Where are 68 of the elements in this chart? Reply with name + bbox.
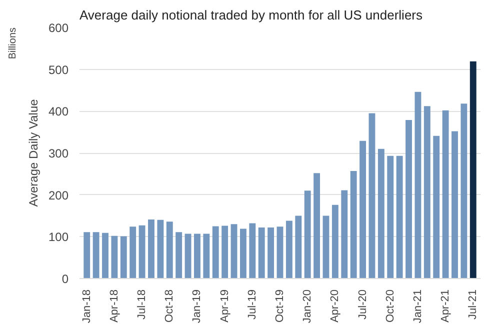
y-tick-label: 600 bbox=[48, 21, 69, 35]
bar bbox=[148, 220, 154, 278]
x-tick-label: Apr-19 bbox=[218, 289, 231, 323]
bar bbox=[286, 220, 292, 278]
bar bbox=[387, 156, 394, 278]
y-tick-label: 300 bbox=[48, 146, 69, 160]
bar bbox=[350, 170, 357, 278]
bar bbox=[276, 226, 284, 278]
bar bbox=[203, 234, 210, 278]
bar bbox=[138, 225, 146, 278]
bar bbox=[295, 216, 302, 278]
bar bbox=[240, 228, 246, 278]
bar bbox=[166, 222, 173, 278]
x-tick-label: Oct-19 bbox=[274, 289, 286, 323]
x-tick-label: Jul-18 bbox=[136, 289, 148, 320]
bar bbox=[314, 173, 320, 278]
bar bbox=[406, 120, 412, 278]
x-tick-label: Jan-19 bbox=[191, 289, 204, 324]
bar bbox=[460, 104, 468, 278]
x-tick-label: Jul-20 bbox=[356, 289, 369, 320]
bar bbox=[396, 156, 403, 278]
bar bbox=[322, 216, 330, 278]
bar bbox=[341, 190, 348, 278]
bar bbox=[414, 92, 422, 278]
y2-axis-title: Billions bbox=[8, 27, 18, 60]
bar bbox=[157, 220, 164, 278]
y-tick-label: 500 bbox=[48, 62, 69, 77]
y-tick-label: 100 bbox=[48, 230, 69, 244]
bar bbox=[442, 110, 449, 278]
bar bbox=[433, 136, 440, 278]
bar bbox=[378, 148, 384, 278]
bar bbox=[258, 227, 265, 278]
bar bbox=[368, 113, 376, 278]
x-tick-label: Jan-18 bbox=[80, 289, 93, 324]
x-tick-label: Apr-18 bbox=[108, 289, 120, 323]
bar bbox=[230, 224, 238, 278]
bar bbox=[111, 236, 118, 278]
bar bbox=[268, 227, 274, 278]
bar bbox=[120, 236, 127, 278]
x-tick-label: Jul-19 bbox=[246, 289, 258, 320]
bar bbox=[176, 232, 182, 278]
bar bbox=[470, 61, 476, 278]
bar bbox=[84, 232, 90, 278]
y-tick-label: 200 bbox=[48, 188, 69, 202]
x-tick-label: Jan-21 bbox=[412, 289, 424, 324]
bar bbox=[304, 190, 311, 278]
bar bbox=[360, 140, 366, 278]
bar bbox=[130, 226, 136, 278]
bar bbox=[194, 234, 200, 278]
bar bbox=[332, 204, 338, 278]
x-tick-label: Oct-20 bbox=[384, 289, 396, 323]
bar bbox=[212, 226, 219, 278]
bar bbox=[249, 223, 256, 278]
y-tick-label: 400 bbox=[48, 104, 69, 119]
y-tick-label: 0 bbox=[62, 272, 69, 286]
x-tick-label: Jan-20 bbox=[302, 289, 314, 324]
x-tick-label: Apr-20 bbox=[329, 289, 342, 323]
chart-title: Average daily notional traded by month for all US underliers bbox=[80, 8, 424, 22]
bar bbox=[92, 232, 100, 278]
bar bbox=[102, 232, 108, 278]
x-tick-label: Oct-18 bbox=[164, 289, 176, 323]
x-tick-label: Jul-21 bbox=[467, 289, 480, 320]
bar bbox=[424, 106, 430, 278]
bar bbox=[222, 226, 228, 278]
x-tick-label: Apr-21 bbox=[440, 289, 452, 323]
bar bbox=[452, 131, 458, 278]
y-axis-title: Average Daily Value bbox=[26, 98, 40, 207]
bar bbox=[184, 234, 192, 278]
